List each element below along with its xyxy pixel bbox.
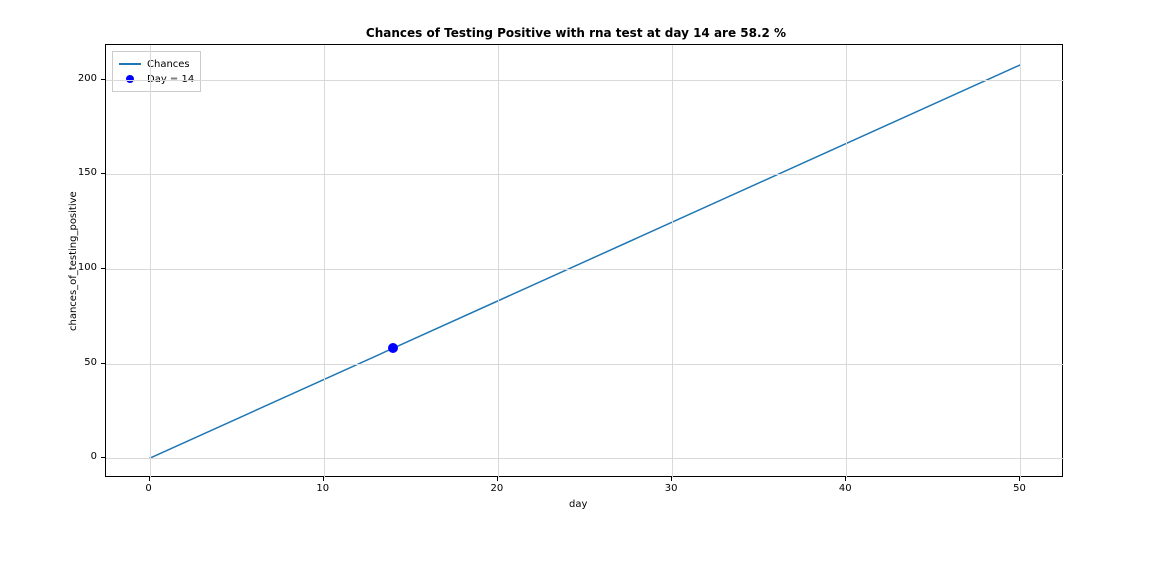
grid-line: [846, 45, 847, 478]
y-tick-label: 0: [91, 451, 97, 462]
x-tickmark: [497, 477, 498, 481]
line-series: [106, 45, 1064, 478]
grid-line: [324, 45, 325, 478]
chart-axes: Chances Day = 14: [105, 44, 1063, 477]
grid-line: [1020, 45, 1021, 478]
y-tickmark: [101, 457, 105, 458]
grid-line: [106, 458, 1064, 459]
grid-line: [150, 45, 151, 478]
grid-line: [106, 174, 1064, 175]
x-tickmark: [149, 477, 150, 481]
x-tick-label: 30: [661, 483, 681, 494]
legend: Chances Day = 14: [112, 51, 201, 92]
grid-line: [672, 45, 673, 478]
grid-line: [106, 364, 1064, 365]
y-tick-label: 100: [78, 262, 97, 273]
y-tick-label: 50: [84, 357, 97, 368]
x-tick-label: 10: [313, 483, 333, 494]
chart-figure: Chances of Testing Positive with rna tes…: [0, 0, 1152, 576]
grid-line: [106, 80, 1064, 81]
x-tick-label: 50: [1009, 483, 1029, 494]
x-tick-label: 0: [139, 483, 159, 494]
y-axis-label: chances_of_testing_positive: [68, 191, 79, 331]
x-tick-label: 20: [487, 483, 507, 494]
x-tickmark: [671, 477, 672, 481]
x-tickmark: [323, 477, 324, 481]
grid-line: [106, 269, 1064, 270]
y-tick-label: 200: [78, 73, 97, 84]
y-tickmark: [101, 173, 105, 174]
grid-line: [498, 45, 499, 478]
x-tickmark: [845, 477, 846, 481]
y-tickmark: [101, 363, 105, 364]
legend-label: Chances: [147, 59, 190, 70]
y-tickmark: [101, 268, 105, 269]
x-tickmark: [1019, 477, 1020, 481]
legend-item-chances: Chances: [119, 57, 194, 71]
legend-line-swatch: [119, 63, 141, 65]
chart-title: Chances of Testing Positive with rna tes…: [0, 26, 1152, 40]
x-tick-label: 40: [835, 483, 855, 494]
x-axis-label: day: [569, 499, 587, 510]
y-tickmark: [101, 79, 105, 80]
y-tick-label: 150: [78, 167, 97, 178]
